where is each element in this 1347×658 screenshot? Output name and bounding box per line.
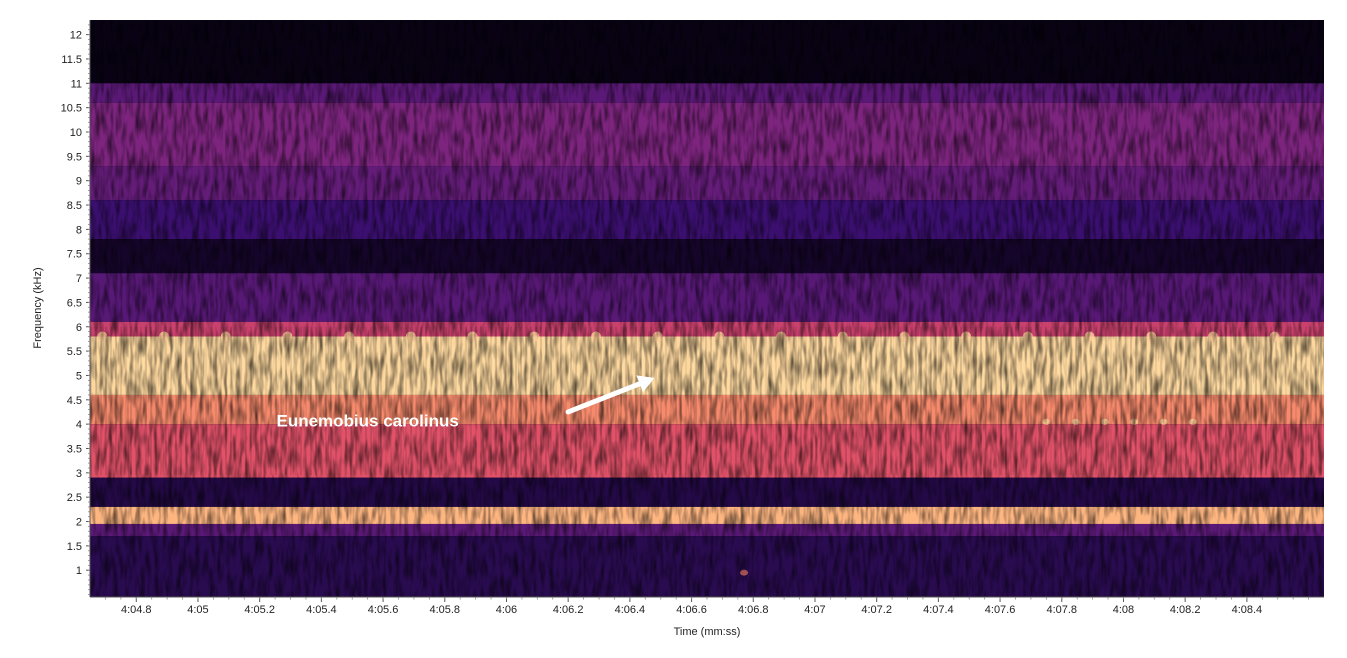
species-annotation: Eunemobius carolinus bbox=[276, 375, 655, 431]
x-tick-label: 4:07.2 bbox=[861, 604, 892, 616]
y-tick-label: 12 bbox=[70, 30, 82, 42]
y-tick-label: 9 bbox=[76, 176, 82, 188]
y-tick-label: 7 bbox=[76, 273, 82, 285]
annotation-arrow-head bbox=[636, 375, 655, 393]
x-tick-label: 4:05 bbox=[187, 604, 208, 616]
y-tick-label: 3 bbox=[76, 468, 82, 480]
y-tick-label: 11.5 bbox=[61, 54, 82, 66]
x-tick-label: 4:06 bbox=[496, 604, 517, 616]
y-tick-label: 5.5 bbox=[67, 346, 82, 358]
x-tick-label: 4:07.8 bbox=[1046, 604, 1077, 616]
y-tick-label: 2.5 bbox=[67, 492, 82, 504]
y-tick-label: 1 bbox=[76, 565, 82, 577]
x-tick-label: 4:04.8 bbox=[121, 604, 152, 616]
y-tick-label: 4 bbox=[76, 419, 82, 431]
x-tick-label: 4:05.8 bbox=[429, 604, 460, 616]
y-tick-label: 10.5 bbox=[61, 103, 82, 115]
x-axis: 4:04.8 4:05 4:05.2 4:05.4 4:05.6 4:05.8 4:06 4:… bbox=[90, 596, 1324, 616]
y-tick-label: 8 bbox=[76, 224, 82, 236]
y-tick-label: 3.5 bbox=[67, 443, 82, 455]
annotation-label: Eunemobius carolinus bbox=[276, 412, 458, 431]
x-tick-label: 4:06.4 bbox=[615, 604, 646, 616]
x-axis-title: Time (mm:ss) bbox=[674, 626, 741, 638]
x-tick-label: 4:07.4 bbox=[923, 604, 954, 616]
y-tick-label: 5 bbox=[76, 370, 82, 382]
y-axis: 11.522.533.544.555.566.577.588.599.51010… bbox=[61, 20, 91, 597]
y-tick-label: 6 bbox=[76, 322, 82, 334]
x-tick-label: 4:06.6 bbox=[676, 604, 707, 616]
y-tick-label: 1.5 bbox=[67, 541, 82, 553]
y-tick-label: 10 bbox=[70, 127, 82, 139]
y-axis-title: Frequency (kHz) bbox=[32, 267, 44, 348]
plot-area bbox=[90, 20, 1324, 597]
y-tick-label: 7.5 bbox=[67, 249, 82, 261]
x-tick-label: 4:08.2 bbox=[1170, 604, 1201, 616]
annotation-arrow-shaft bbox=[565, 381, 643, 415]
y-tick-label: 6.5 bbox=[67, 297, 82, 309]
y-tick-label: 9.5 bbox=[67, 151, 82, 163]
x-tick-label: 4:08.4 bbox=[1232, 604, 1263, 616]
x-tick-label: 4:05.4 bbox=[306, 604, 337, 616]
x-tick-label: 4:06.2 bbox=[553, 604, 584, 616]
y-tick-label: 11 bbox=[71, 78, 82, 90]
x-tick-label: 4:05.6 bbox=[368, 604, 399, 616]
y-tick-label: 8.5 bbox=[67, 200, 82, 212]
x-tick-label: 4:08 bbox=[1113, 604, 1134, 616]
x-tick-label: 4:06.8 bbox=[738, 604, 769, 616]
x-tick-label: 4:05.2 bbox=[244, 604, 275, 616]
y-tick-label: 4.5 bbox=[67, 395, 82, 407]
noise-texture-overlay bbox=[90, 20, 1324, 597]
x-tick-label: 4:07 bbox=[804, 604, 825, 616]
x-tick-label: 4:07.6 bbox=[985, 604, 1016, 616]
y-tick-label: 2 bbox=[76, 517, 82, 529]
